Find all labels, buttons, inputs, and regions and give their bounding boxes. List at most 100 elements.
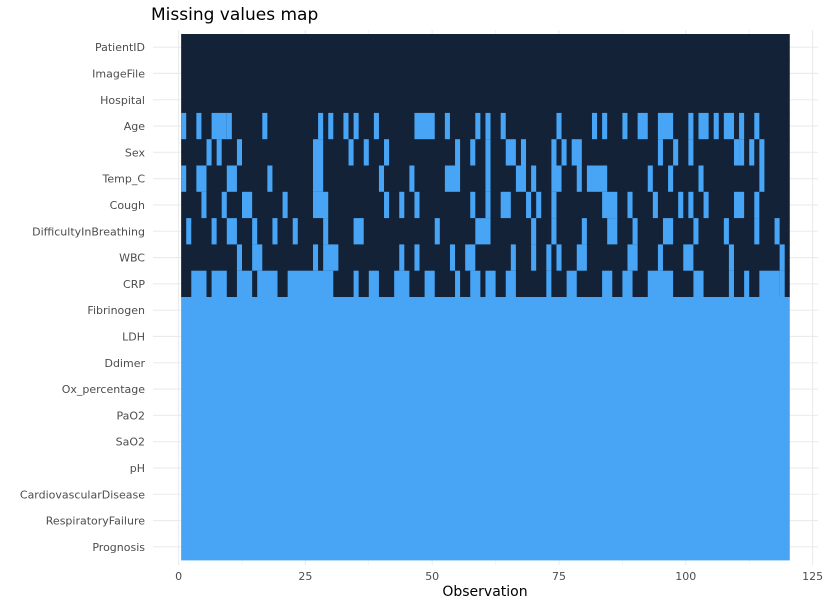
heatmap-cell-run [424,270,435,298]
y-axis-label-WBC: WBC [119,252,145,265]
x-axis-ticks: 0 25 50 75 100 125 [175,570,823,583]
heatmap-row-PaO2 [181,402,790,429]
heatmap-row-pH [181,454,790,482]
heatmap-cell-run [591,112,598,140]
heatmap-cell-run [201,191,207,219]
heatmap-cell-run [733,139,740,166]
heatmap-cell-run [470,270,481,298]
heatmap-cell-run [657,112,674,140]
heatmap-cell-run [444,112,450,140]
heatmap-cell-run [236,244,242,272]
heatmap-cell-run [733,191,745,219]
heatmap-cell-run [505,270,516,298]
heatmap-cell-run [328,112,334,140]
heatmap-cell-run [754,218,760,245]
heatmap-cell-run [444,165,461,193]
heatmap-cell-run [226,165,237,193]
heatmap-cell-run [632,218,638,245]
heatmap-cell-run [551,165,562,193]
heatmap-cell-run [531,244,537,272]
heatmap-cell-run [470,139,476,166]
heatmap-cell-run [485,191,491,219]
y-axis-label-SaO2: SaO2 [116,436,145,449]
heatmap-cell-run [500,191,511,219]
heatmap-cell-run [399,244,405,272]
heatmap-row-CardiovascularDisease [181,481,790,508]
heatmap-cell-run [602,191,618,219]
heatmap-cell-run [561,139,567,166]
heatmap-cell-run [485,165,491,193]
heatmap-cell-run [505,139,516,166]
heatmap-cell-run [657,139,663,166]
heatmap-cell-run [475,218,491,245]
heatmap-cell-run [657,244,663,272]
heatmap-cell-run [399,191,405,219]
heatmap-cell-run [434,218,440,245]
heatmap-cell-run [739,139,745,166]
heatmap-cell-run [622,112,628,140]
heatmap-row-Ddimer [181,349,790,377]
heatmap-cell-run [698,165,704,193]
y-axis-label-Ox_percentage: Ox_percentage [62,383,146,396]
heatmap-cell-run [713,112,719,140]
heatmap-cell-run [723,218,729,245]
heatmap-cell-run [267,165,273,193]
y-axis-label-Sex: Sex [125,146,146,159]
y-axis-label-RespiratoryFailure: RespiratoryFailure [46,515,145,528]
heatmap-cell-run [313,244,319,272]
heatmap-cell-run [353,112,359,140]
heatmap-cell-run [749,139,755,166]
y-axis-label-PatientID: PatientID [95,41,145,54]
chart-title: Missing values map [151,5,318,25]
heatmap-cell-run [414,191,420,219]
heatmap-cell-run [774,218,780,245]
heatmap-cell-run [363,139,369,166]
y-axis-label-LDH: LDH [122,330,145,343]
heatmap-cell-run [191,270,207,298]
heatmap-cell-run [500,112,506,140]
heatmap-cell-run [368,270,379,298]
heatmap-cell-run [485,270,496,298]
heatmap-cell-run [607,218,618,245]
heatmap-cell-run [551,218,557,245]
heatmap-cell-run [546,270,552,298]
heatmap-cell-run [576,165,582,193]
heatmap-cell-run [373,112,379,140]
heatmap-cell-run [414,112,435,140]
heatmap-cell-run [465,244,476,272]
heatmap-cell-run [652,191,658,219]
y-axis-label-CRP: CRP [123,278,145,291]
heatmap-cell-run [668,165,674,193]
heatmap-cell-run [211,218,217,245]
heatmap-cell-run [551,191,557,219]
heatmap-cell-run [637,112,648,140]
heatmap-cell-run [262,112,268,140]
heatmap-cell-run [779,270,785,298]
heatmap-row-SaO2 [181,428,790,456]
heatmap-cell-run [688,191,694,219]
y-axis-label-Fibrinogen: Fibrinogen [87,304,145,317]
y-axis-label-Hospital: Hospital [100,94,145,107]
heatmap-cell-run [455,270,461,298]
heatmap-cell-run [485,139,491,166]
heatmap-cell-run [602,270,613,298]
heatmap-cell-run [744,270,750,298]
x-axis-label: Observation [442,584,527,600]
heatmap-cell-run [186,218,192,245]
heatmap-cell-run [586,165,608,193]
heatmap-cell-run [242,191,253,219]
y-axis-label-CardiovascularDisease: CardiovascularDisease [20,488,145,501]
y-axis-label-Prognosis: Prognosis [92,541,145,554]
heatmap-cell-run [627,244,638,272]
x-tick-label: 75 [552,570,566,583]
heatmap-cell-run [647,270,674,298]
heatmap-cell-run [627,191,633,219]
heatmap-cell-run [394,270,410,298]
heatmap-cell-run [754,191,760,219]
heatmap-cell-run [323,244,339,272]
heatmap-cell-run [662,218,674,245]
heatmap-cell-run [576,244,587,272]
heatmap-cell-run [196,112,202,140]
heatmap-cell-run [470,191,476,219]
